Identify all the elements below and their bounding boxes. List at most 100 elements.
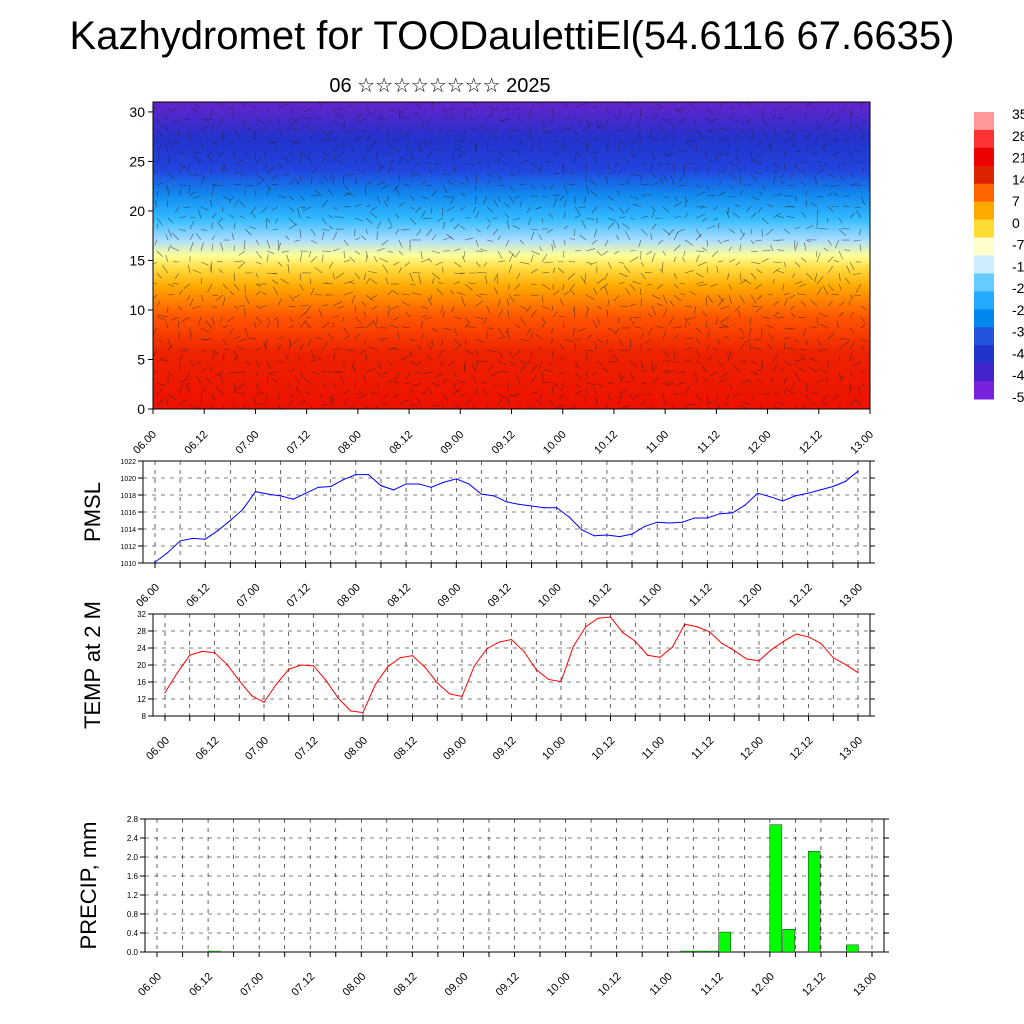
wind-vector	[574, 151, 582, 159]
wind-vector	[266, 140, 275, 143]
wind-vector	[328, 215, 334, 219]
x-tick-label: 12.00	[749, 971, 777, 999]
field-x-tick-label: 06.12	[182, 429, 210, 457]
y-tick-label: 1022	[120, 459, 136, 466]
wind-vector	[497, 299, 501, 307]
wind-vector	[585, 294, 595, 300]
wind-vector	[437, 129, 444, 132]
field-x-tick-label: 12.12	[797, 429, 825, 457]
wind-vector	[273, 316, 279, 321]
wind-vector	[618, 375, 626, 384]
wind-vector	[638, 147, 642, 153]
wind-vector	[800, 301, 807, 307]
wind-vector	[475, 316, 484, 319]
wind-vector	[233, 335, 241, 340]
wind-vector	[849, 397, 858, 406]
wind-vector	[849, 341, 856, 351]
wind-vector	[777, 117, 785, 120]
wind-vector	[794, 162, 798, 170]
wind-vector	[629, 256, 639, 263]
wind-vector	[618, 216, 626, 219]
wind-vector	[325, 282, 334, 285]
wind-vector	[625, 158, 631, 164]
wind-vector	[519, 183, 527, 186]
temp-point	[411, 655, 414, 657]
temp-point	[857, 672, 859, 674]
wind-vector	[453, 281, 461, 285]
wind-vector	[482, 195, 488, 205]
wind-vector	[772, 107, 776, 113]
temp-point	[820, 642, 822, 644]
temp-point	[337, 697, 339, 699]
wind-vector	[475, 261, 481, 268]
wind-vector	[359, 349, 367, 354]
wind-vector	[426, 228, 433, 237]
wind-vector	[618, 338, 624, 346]
wind-vector	[849, 151, 854, 158]
wind-vector	[552, 386, 554, 395]
temp-point	[325, 679, 327, 681]
wind-vector	[596, 118, 599, 128]
wind-vector	[567, 183, 576, 186]
wind-vector	[515, 250, 521, 257]
wind-vector	[376, 195, 381, 204]
wind-vector	[425, 316, 433, 320]
wind-vector	[200, 125, 209, 131]
wind-vector	[539, 246, 543, 252]
wind-vector	[475, 360, 478, 368]
colorbar-swatch	[974, 255, 994, 274]
wind-vector	[266, 184, 272, 191]
wind-vector	[728, 195, 737, 198]
wind-vector	[820, 323, 829, 329]
wind-vector	[827, 256, 834, 263]
temp-point	[300, 664, 302, 666]
wind-vector	[604, 118, 609, 129]
wind-vector	[270, 140, 279, 144]
wind-vector	[787, 206, 796, 208]
wind-vector	[605, 338, 609, 346]
wind-vector	[203, 338, 213, 340]
wind-vector	[706, 401, 713, 406]
wind-vector	[499, 118, 510, 122]
wind-vector	[305, 125, 312, 131]
wind-vector	[165, 254, 169, 263]
wind-vector	[752, 347, 763, 351]
wind-vector	[794, 150, 801, 153]
wind-vector	[222, 195, 231, 201]
plot-frame	[144, 818, 885, 953]
wind-vector	[332, 176, 335, 186]
wind-vector	[426, 118, 433, 122]
wind-vector	[662, 330, 667, 340]
wind-vector	[414, 111, 422, 120]
wind-vector	[677, 184, 686, 187]
wind-vector	[651, 294, 661, 300]
temp-point	[634, 640, 636, 642]
wind-vector	[420, 140, 428, 146]
wind-vector	[299, 283, 304, 291]
wind-vector	[591, 239, 598, 245]
wind-vector	[459, 206, 466, 211]
wind-vector	[515, 324, 521, 329]
wind-vector	[816, 338, 822, 347]
wind-vector	[363, 374, 367, 384]
wind-vector	[596, 278, 604, 285]
wind-vector	[418, 142, 422, 153]
wind-vector	[684, 195, 688, 203]
wind-vector	[717, 103, 724, 109]
wind-vector	[240, 173, 246, 177]
wind-vector	[205, 377, 213, 384]
wind-vector	[420, 333, 425, 340]
wind-vector	[805, 382, 808, 392]
wind-vector	[211, 305, 217, 309]
pmsl-point	[719, 513, 721, 515]
wind-vector	[391, 305, 400, 310]
temp-point	[647, 654, 649, 656]
wind-vector	[387, 140, 393, 150]
wind-vector	[538, 136, 543, 142]
wind-vector	[403, 107, 411, 110]
wind-vector	[723, 403, 730, 406]
field-x-tick-label: 08.00	[336, 429, 364, 457]
wind-vector	[177, 129, 180, 137]
wind-vector	[728, 294, 732, 305]
wind-vector	[692, 371, 697, 377]
